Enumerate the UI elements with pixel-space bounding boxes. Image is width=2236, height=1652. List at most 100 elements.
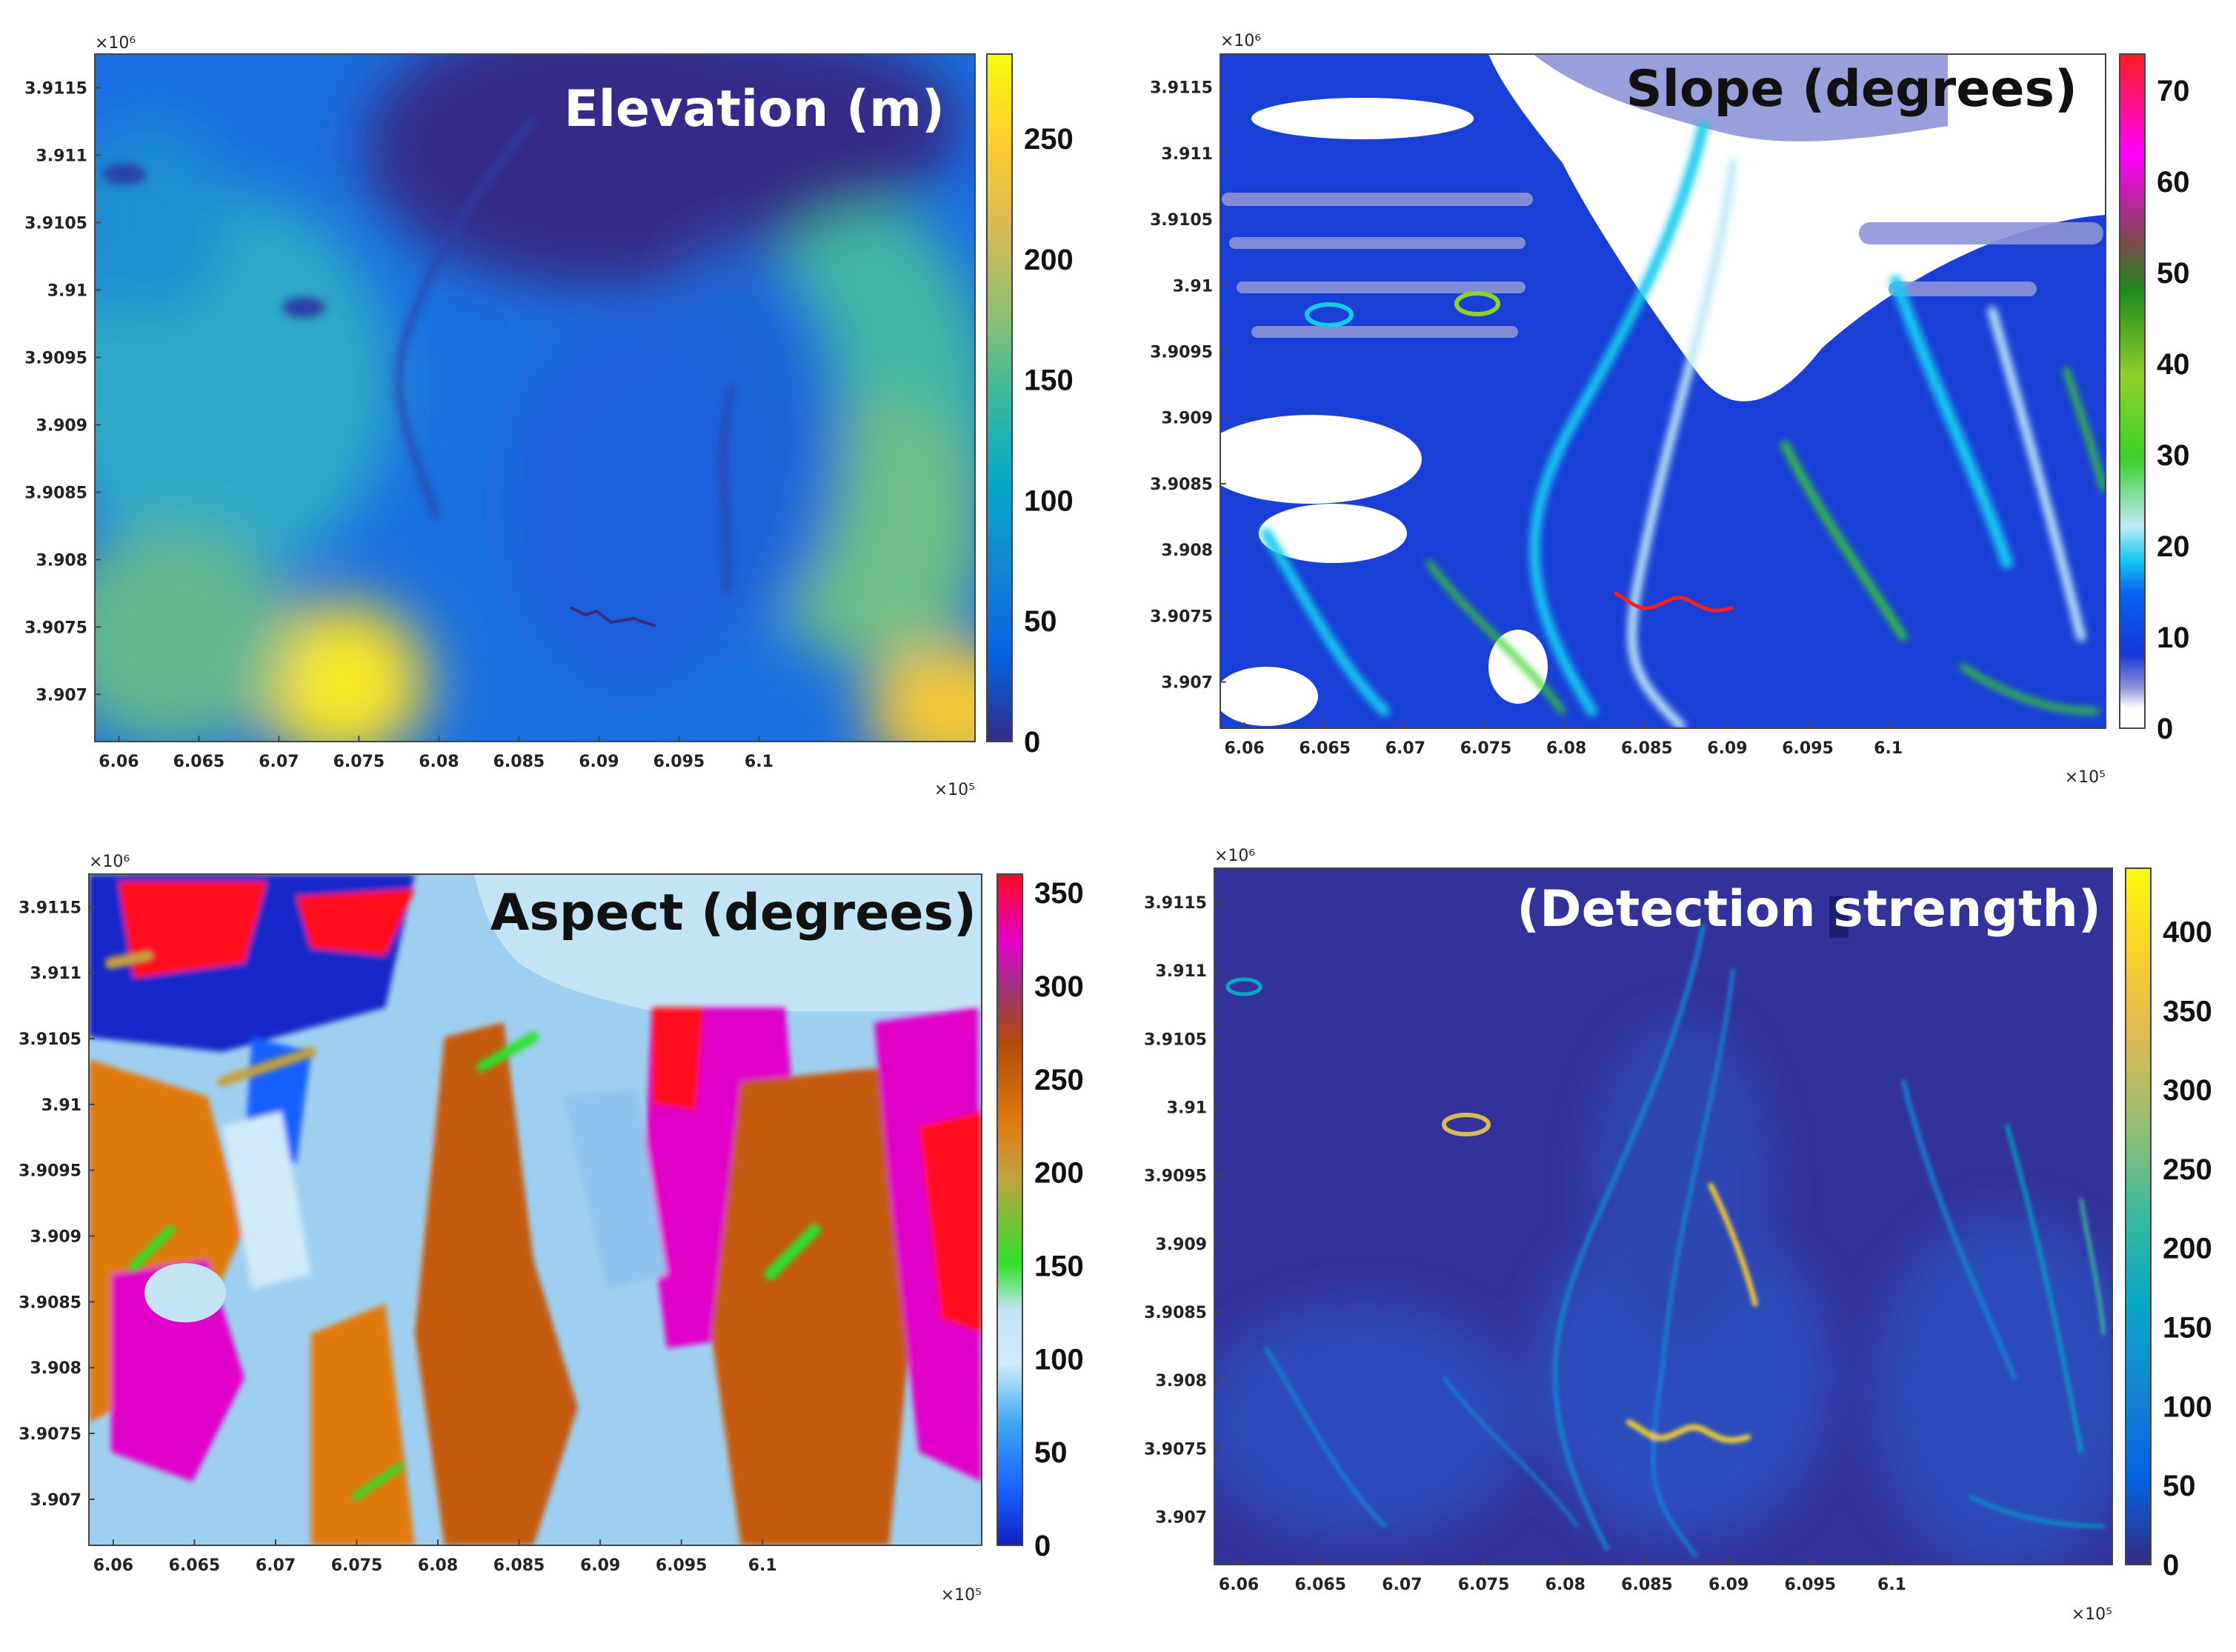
aspect-colorbar-tick: 200 (1034, 1157, 1084, 1190)
elevation-colorbar-tick: 0 (1024, 726, 1040, 759)
aspect-y-tick-labels: 3.9115 3.911 3.9105 3.91 3.9095 3.909 3.9085 3.… (19, 899, 95, 1510)
slope-x-tick: 6.1 (1874, 739, 1903, 758)
aspect-title: Aspect (degrees) (490, 884, 976, 942)
elevation-colorbar-tick: 50 (1024, 605, 1057, 638)
slope-x-tick: 6.06 (1224, 739, 1264, 758)
aspect-y-tick: 3.9075 (19, 1425, 81, 1444)
slope-title: Slope (degrees) (1626, 60, 2077, 119)
slope-y-tick-labels: 3.9115 3.911 3.9105 3.91 3.9095 3.909 3.9085 3.… (1150, 79, 1226, 693)
aspect-x-tick: 6.08 (418, 1556, 458, 1575)
aspect-x-tick: 6.085 (493, 1556, 545, 1575)
slope-colorbar-tick: 10 (2157, 622, 2190, 654)
aspect-x-tick-labels: 6.06 6.065 6.07 6.075 6.08 6.085 6.09 6.095 6.1 (93, 1539, 777, 1575)
slope-y-tick: 3.907 (1161, 674, 1213, 693)
aspect-colorbar-tick: 300 (1034, 970, 1084, 1003)
detection-x-exponent: ×10⁵ (2072, 1605, 2112, 1624)
aspect-colorbar (996, 873, 1023, 1546)
slope-colorbar-tick: 0 (2157, 713, 2173, 745)
detection-x-tick: 6.065 (1294, 1576, 1346, 1594)
detection-title: (Detection strength) (1517, 880, 2101, 939)
elevation-y-exponent: ×10⁶ (95, 34, 136, 53)
detection-y-tick: 3.908 (1155, 1372, 1207, 1390)
slope-panel: 3.9115 3.911 3.9105 3.91 3.9095 3.909 3.9085 3.… (1118, 0, 2236, 815)
detection-x-tick: 6.08 (1545, 1576, 1586, 1594)
detection-y-tick: 3.9075 (1144, 1440, 1207, 1459)
detection-panel: 3.9115 3.911 3.9105 3.91 3.9095 3.909 3.9085 3.… (1118, 815, 2236, 1652)
aspect-axes-frame (88, 873, 982, 1546)
slope-x-tick: 6.09 (1707, 739, 1747, 758)
detection-colorbar-tick: 0 (2163, 1549, 2179, 1582)
slope-colorbar-tick: 60 (2157, 166, 2190, 199)
slope-colorbar-tick: 20 (2157, 530, 2190, 563)
slope-x-tick: 6.07 (1385, 739, 1425, 758)
detection-colorbar-tick: 300 (2163, 1074, 2212, 1107)
elevation-y-tick: 3.907 (36, 686, 87, 705)
detection-x-tick: 6.095 (1785, 1576, 1837, 1594)
slope-heatmap (1220, 54, 2106, 728)
elevation-x-tick: 6.085 (493, 753, 545, 771)
aspect-y-tick: 3.91 (41, 1096, 81, 1115)
detection-y-tick: 3.9115 (1144, 894, 1207, 913)
detection-y-tick: 3.909 (1155, 1236, 1207, 1254)
slope-colorbar-tick: 70 (2157, 75, 2190, 107)
detection-heatmap (1214, 868, 2112, 1565)
elevation-title: Elevation (m) (564, 80, 945, 139)
aspect-x-tick: 6.09 (580, 1556, 620, 1575)
slope-colorbar-tick: 30 (2157, 439, 2190, 472)
elevation-y-tick: 3.908 (36, 551, 87, 570)
elevation-y-tick: 3.9075 (24, 619, 87, 637)
detection-colorbar-tick: 250 (2163, 1153, 2212, 1186)
detection-colorbar-tick: 150 (2163, 1312, 2212, 1345)
aspect-x-tick: 6.065 (169, 1556, 221, 1575)
aspect-y-tick: 3.9095 (19, 1162, 81, 1181)
aspect-y-tick: 3.9115 (19, 899, 81, 917)
aspect-x-tick: 6.075 (331, 1556, 383, 1575)
slope-x-tick-labels: 6.06 6.065 6.07 6.075 6.08 6.085 6.09 6.095 6.1 (1224, 722, 1903, 758)
slope-colorbar-tick: 50 (2157, 257, 2190, 290)
detection-y-tick: 3.907 (1155, 1508, 1207, 1527)
elevation-chart: 3.9115 3.911 3.9105 3.91 3.9095 3.909 3.9085 3.… (24, 34, 1074, 799)
elevation-colorbar (986, 53, 1013, 742)
aspect-y-tick: 3.909 (30, 1228, 81, 1247)
elevation-x-tick: 6.065 (173, 753, 225, 771)
elevation-y-tick: 3.9105 (24, 214, 87, 233)
detection-y-tick: 3.9105 (1144, 1030, 1207, 1049)
detection-colorbar-tick: 200 (2163, 1233, 2212, 1265)
aspect-x-tick: 6.095 (656, 1556, 708, 1575)
elevation-x-tick: 6.07 (259, 753, 299, 771)
elevation-x-tick: 6.1 (745, 753, 773, 771)
detection-y-tick-labels: 3.9115 3.911 3.9105 3.91 3.9095 3.909 3.9085 3.… (1144, 894, 1220, 1527)
elevation-y-tick: 3.9115 (24, 79, 87, 98)
aspect-y-tick: 3.9105 (19, 1030, 81, 1049)
detection-colorbar-ticks: 400 350 300 250 200 150 100 50 0 (2163, 916, 2212, 1582)
detection-y-tick: 3.91 (1167, 1099, 1207, 1118)
elevation-y-tick: 3.909 (36, 416, 87, 435)
slope-y-tick: 3.9115 (1150, 79, 1213, 98)
detection-colorbar-tick: 350 (2163, 995, 2212, 1027)
slope-colorbar-ticks: 70 60 50 40 30 20 10 0 (2157, 75, 2190, 745)
elevation-heatmap (95, 54, 975, 742)
elevation-x-tick: 6.075 (333, 753, 385, 771)
elevation-y-tick: 3.91 (47, 282, 87, 300)
detection-colorbar (2125, 867, 2152, 1565)
detection-x-tick-labels: 6.06 6.065 6.07 6.075 6.08 6.085 6.09 6.095 6.1 (1219, 1559, 1906, 1594)
elevation-y-tick: 3.911 (36, 147, 87, 165)
slope-y-exponent: ×10⁶ (1220, 32, 1261, 50)
detection-y-exponent: ×10⁶ (1214, 847, 1255, 865)
slope-chart: 3.9115 3.911 3.9105 3.91 3.9095 3.909 3.9085 3.… (1150, 32, 2190, 787)
detection-colorbar-tick: 400 (2163, 916, 2212, 948)
elevation-colorbar-ticks: 250 200 150 100 50 0 (1024, 123, 1074, 759)
slope-x-tick: 6.075 (1460, 739, 1512, 758)
aspect-panel: 3.9115 3.911 3.9105 3.91 3.9095 3.909 3.9085 3.… (0, 815, 1118, 1652)
detection-axes-frame (1214, 867, 2113, 1565)
aspect-y-tick: 3.911 (30, 965, 81, 983)
aspect-chart: 3.9115 3.911 3.9105 3.91 3.9095 3.909 3.9085 3.… (19, 853, 1084, 1605)
detection-x-tick: 6.085 (1621, 1576, 1673, 1594)
aspect-colorbar-tick: 0 (1034, 1530, 1051, 1562)
slope-y-tick: 3.9105 (1150, 211, 1213, 230)
slope-axes-frame (1220, 53, 2106, 729)
detection-chart: 3.9115 3.911 3.9105 3.91 3.9095 3.909 3.9085 3.… (1144, 847, 2212, 1624)
elevation-x-exponent: ×10⁵ (934, 781, 975, 799)
aspect-x-exponent: ×10⁵ (941, 1586, 982, 1605)
slope-y-tick: 3.9095 (1150, 343, 1213, 362)
